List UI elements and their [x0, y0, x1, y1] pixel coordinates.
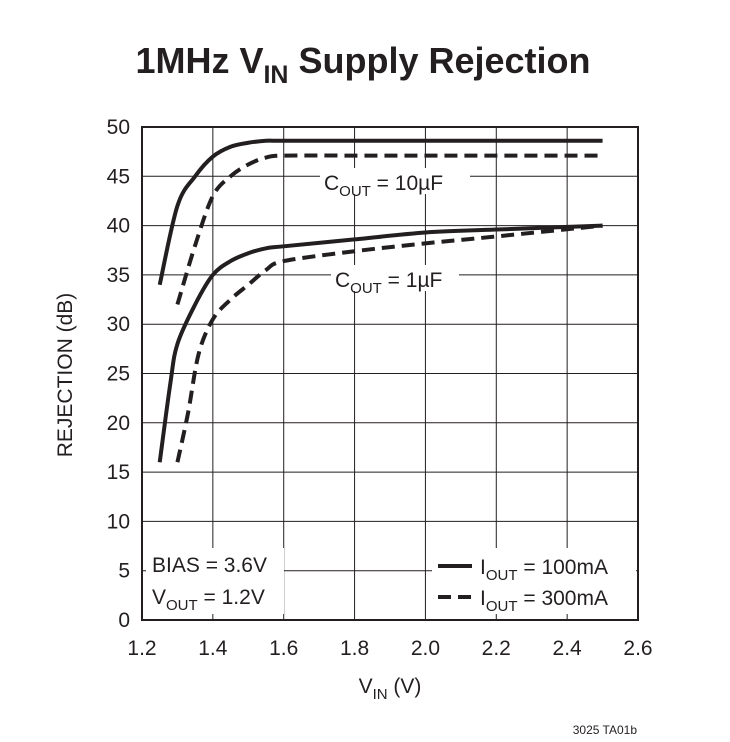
y-tick-label: 25 [107, 363, 130, 386]
series-group [157, 138, 603, 463]
annotation-cout-10uf-main: C [324, 172, 339, 195]
legend-item-300ma: IOUT = 300mA [480, 587, 608, 615]
legend-item-300ma-main: I [480, 587, 486, 610]
legend-item-300ma-rest: = 300mA [518, 587, 608, 610]
annotation-bias: BIAS = 3.6V [152, 554, 267, 577]
annotation-vout-rest: = 1.2V [198, 586, 265, 609]
x-tick-label: 1.6 [269, 637, 298, 660]
legend-item-300ma-sub: OUT [486, 598, 518, 615]
x-tick-label: 1.2 [127, 637, 156, 660]
plot-frame [141, 126, 639, 621]
legend-item-100ma: IOUT = 100mA [480, 556, 608, 584]
y-tick-label: 30 [107, 313, 130, 336]
legend: IOUT = 100mA IOUT = 300mA [438, 556, 608, 615]
annotation-cout-10uf-rest: = 10µF [371, 172, 443, 195]
y-tick-label: 10 [107, 510, 130, 533]
figure-code: 3025 TA01b [573, 723, 638, 737]
annotation-cout-10uf-sub: OUT [339, 183, 371, 200]
legend-item-100ma-main: I [480, 556, 486, 579]
y-tick-label: 0 [118, 609, 130, 632]
title-sub: IN [263, 61, 288, 89]
x-tick-labels: 1.2 1.4 1.6 1.8 2.0 2.2 2.4 2.6 [127, 637, 652, 660]
legend-bg [432, 548, 636, 614]
x-axis-label-sub: IN [373, 686, 388, 703]
legend-item-100ma-rest: = 100mA [518, 556, 608, 579]
x-axis-label-main: V [359, 675, 373, 698]
chart-title: 1MHz VIN Supply Rejection [135, 40, 590, 89]
y-tick-label: 45 [107, 165, 130, 188]
x-tick-label: 1.4 [198, 637, 228, 660]
grid [141, 126, 639, 621]
series-line-0 [157, 138, 603, 286]
x-axis-label: VIN (V) [359, 675, 422, 703]
bias-box-bg [146, 548, 284, 614]
annotation-bg-10uf [320, 168, 470, 194]
series-line-3 [175, 223, 603, 463]
x-tick-label: 2.2 [482, 637, 511, 660]
y-tick-label: 35 [107, 264, 130, 287]
y-tick-labels: 0 5 10 15 20 25 30 35 40 45 50 [107, 116, 130, 632]
title-main: 1MHz V [135, 40, 263, 81]
title-rest: Supply Rejection [288, 40, 590, 81]
series-line-1 [175, 153, 603, 306]
annotation-cout-1uf-sub: OUT [350, 280, 382, 297]
annotation-cout-1uf-rest: = 1µF [382, 269, 443, 292]
y-tick-label: 20 [107, 412, 130, 435]
annotation-vout: VOUT = 1.2V [152, 586, 265, 614]
annotation-bg-1uf [331, 265, 459, 291]
annotation-vout-sub: OUT [166, 597, 198, 614]
annotation-cout-10uf: COUT = 10µF [324, 172, 443, 200]
series-line-2 [157, 223, 603, 463]
y-tick-label: 15 [107, 461, 130, 484]
annotation-cout-1uf-main: C [335, 269, 350, 292]
annotation-vout-main: V [152, 586, 166, 609]
legend-item-100ma-sub: OUT [486, 567, 518, 584]
x-tick-label: 2.0 [411, 637, 440, 660]
x-axis-label-rest: (V) [388, 675, 422, 698]
y-tick-label: 50 [107, 116, 130, 139]
x-tick-label: 2.6 [623, 637, 652, 660]
x-tick-label: 1.8 [340, 637, 369, 660]
y-axis-label: REJECTION (dB) [54, 293, 77, 458]
x-tick-label: 2.4 [553, 637, 583, 660]
y-tick-label: 5 [118, 560, 130, 583]
annotation-cout-1uf: COUT = 1µF [335, 269, 442, 297]
y-tick-label: 40 [107, 215, 130, 238]
